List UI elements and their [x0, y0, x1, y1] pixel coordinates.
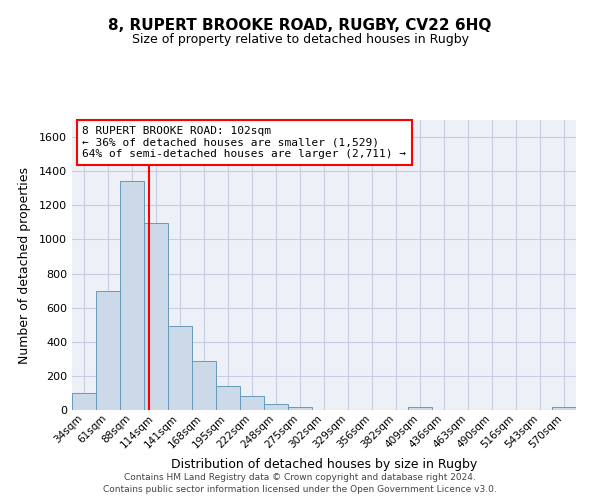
Text: 8, RUPERT BROOKE ROAD, RUGBY, CV22 6HQ: 8, RUPERT BROOKE ROAD, RUGBY, CV22 6HQ [109, 18, 491, 32]
Bar [408, 406, 432, 410]
Bar [192, 362, 216, 410]
Bar [240, 396, 264, 410]
Bar [264, 404, 288, 410]
X-axis label: Distribution of detached houses by size in Rugby: Distribution of detached houses by size … [171, 458, 477, 471]
Bar [72, 393, 96, 410]
Text: 8 RUPERT BROOKE ROAD: 102sqm
← 36% of detached houses are smaller (1,529)
64% of: 8 RUPERT BROOKE ROAD: 102sqm ← 36% of de… [82, 126, 406, 159]
Bar [144, 223, 168, 410]
Bar [96, 292, 120, 410]
Bar [120, 182, 144, 410]
Y-axis label: Number of detached properties: Number of detached properties [17, 166, 31, 364]
Bar [216, 386, 240, 410]
Bar [288, 406, 312, 410]
Text: Contains HM Land Registry data © Crown copyright and database right 2024.: Contains HM Land Registry data © Crown c… [124, 473, 476, 482]
Bar [168, 326, 192, 410]
Bar [552, 408, 576, 410]
Text: Contains public sector information licensed under the Open Government Licence v3: Contains public sector information licen… [103, 486, 497, 494]
Text: Size of property relative to detached houses in Rugby: Size of property relative to detached ho… [131, 32, 469, 46]
